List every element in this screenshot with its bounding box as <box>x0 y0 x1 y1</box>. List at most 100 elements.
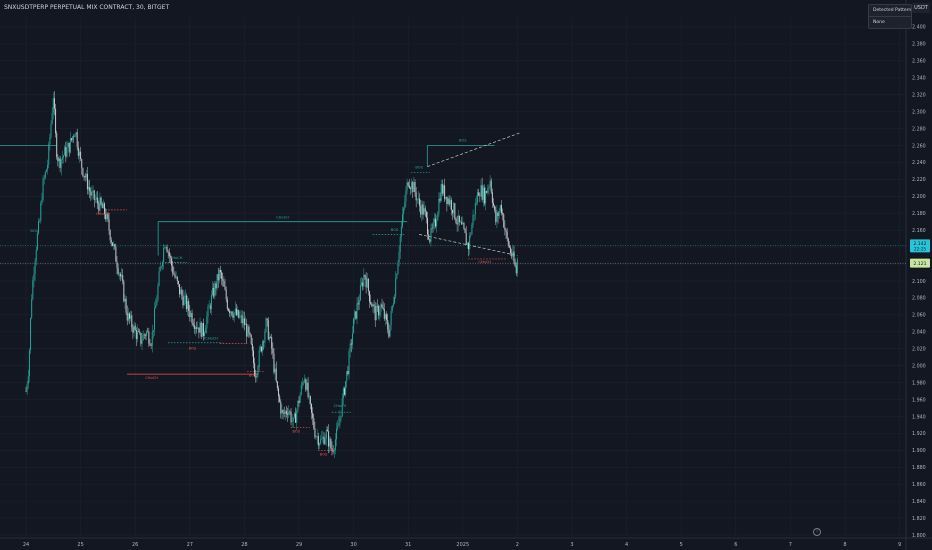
candle-body <box>400 226 402 237</box>
candle-body <box>177 281 179 285</box>
candle-body <box>146 331 148 336</box>
candle-body <box>176 276 178 282</box>
candle-body <box>340 415 342 418</box>
candle-body <box>446 196 448 205</box>
candle-body <box>318 443 320 446</box>
candle-body <box>383 309 385 319</box>
candle-body <box>454 203 456 219</box>
candle-body <box>387 320 389 330</box>
candle-body <box>129 313 131 319</box>
price-tick-label: 2.180 <box>912 211 926 217</box>
candle-body <box>154 308 156 331</box>
settings-circle-icon[interactable]: ? <box>813 528 821 536</box>
candle-body <box>479 195 481 197</box>
candle-body <box>471 224 473 235</box>
candle-body <box>108 219 110 231</box>
candle-body <box>380 304 382 312</box>
candle-body <box>280 401 282 414</box>
candle-body <box>264 331 266 343</box>
candle-body <box>243 318 245 325</box>
last-price-box <box>910 239 930 253</box>
candle-body <box>50 123 52 138</box>
candle-body <box>169 256 171 258</box>
candle-body <box>32 280 34 300</box>
price-tick-label: 2.340 <box>912 76 926 82</box>
candle-body <box>515 266 517 274</box>
time-tick-label: 6 <box>734 542 737 548</box>
currency-unit[interactable]: USDT <box>912 3 930 13</box>
candle-body <box>386 314 388 321</box>
candle-body <box>155 305 157 309</box>
candle-body <box>315 436 317 438</box>
candle-body <box>306 382 308 390</box>
price-tick-label: 1.800 <box>912 533 926 539</box>
candle-body <box>230 311 232 314</box>
structure-annotation: CHoCH <box>170 256 183 260</box>
candle-body <box>291 421 293 423</box>
candle-body <box>210 294 212 310</box>
candle-body <box>227 308 229 311</box>
candle-body <box>171 257 173 266</box>
time-tick-label: 28 <box>241 542 247 548</box>
candle-body <box>53 98 55 109</box>
candle-body <box>174 274 176 278</box>
candle-body <box>325 429 327 439</box>
candle-body <box>336 428 338 440</box>
candle-body <box>172 265 174 274</box>
candle-body <box>487 188 489 193</box>
candle-body <box>30 318 32 351</box>
candle-body <box>478 192 480 196</box>
candle-body <box>202 322 204 336</box>
candle-body <box>141 340 143 344</box>
price-tick-label: 2.380 <box>912 42 926 48</box>
candle-body <box>103 203 105 214</box>
candle-body <box>55 108 57 134</box>
candle-body <box>109 230 111 241</box>
candle-body <box>339 417 341 424</box>
candle-body <box>482 187 484 200</box>
candle-body <box>295 413 297 423</box>
candle-body <box>296 410 298 423</box>
time-tick-label: 2025 <box>456 542 469 548</box>
candle-body <box>175 276 177 278</box>
candle-body <box>456 222 458 225</box>
candle-body <box>100 197 102 205</box>
candle-body <box>301 382 303 385</box>
candle-body <box>110 240 112 243</box>
price-tick-label: 1.940 <box>912 414 926 420</box>
candle-body <box>463 223 465 229</box>
candle-body <box>254 363 256 377</box>
candle-body <box>422 204 424 215</box>
candle-body <box>229 310 231 314</box>
candle-body <box>44 171 46 178</box>
candle-body <box>121 275 123 277</box>
candle-body <box>477 192 479 203</box>
candle-body <box>157 285 159 300</box>
price-tick-label: 2.040 <box>912 330 926 336</box>
pattern-panel-title: Detected Pattern <box>873 8 912 13</box>
candle-body <box>511 253 513 257</box>
candle-body <box>198 327 200 333</box>
candle-body <box>209 305 211 310</box>
candle-body <box>237 310 239 316</box>
candle-body <box>416 199 418 201</box>
candle-body <box>139 331 141 333</box>
candle-body <box>431 228 433 230</box>
time-tick-label: 2 <box>516 542 519 548</box>
candle-body <box>67 142 69 148</box>
candle-body <box>293 413 295 418</box>
candle-body <box>78 151 80 156</box>
candle-body <box>226 299 228 309</box>
candle-body <box>494 205 496 210</box>
price-tick-label: 2.200 <box>912 194 926 200</box>
candle-body <box>290 411 292 423</box>
candle-body <box>216 274 218 289</box>
candle-body <box>248 326 250 334</box>
time-tick-label: 9 <box>898 542 901 548</box>
candle-body <box>314 428 316 438</box>
candle-body <box>214 283 216 297</box>
annotations: BOS CHoCH CHoCH CHoCH CHoCH BOS CHoCH BOS BOS BOS… <box>30 138 491 456</box>
candle-body <box>348 351 350 374</box>
